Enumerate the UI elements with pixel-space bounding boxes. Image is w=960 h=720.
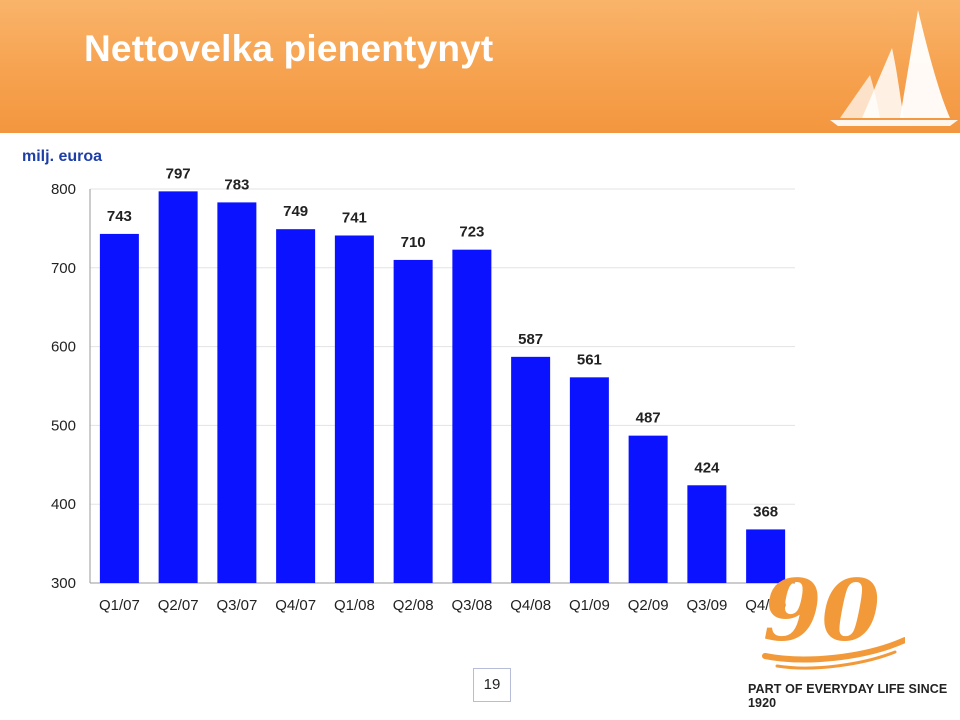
bar <box>334 235 374 583</box>
bar <box>393 259 433 583</box>
data-label: 487 <box>636 410 661 427</box>
x-tick-label: Q2/09 <box>628 597 669 614</box>
data-label: 749 <box>283 203 308 220</box>
x-tick-label: Q4/09 <box>745 597 786 614</box>
data-label: 710 <box>401 234 426 251</box>
data-label: 723 <box>459 224 484 241</box>
data-label: 368 <box>753 503 778 520</box>
y-axis-unit-label: milj. euroa <box>22 148 103 165</box>
logo-mark-text: 90 <box>763 561 880 660</box>
x-tick-label: Q1/08 <box>334 597 375 614</box>
x-tick-label: Q1/09 <box>569 597 610 614</box>
y-tick-label: 400 <box>51 496 76 513</box>
page-number: 19 <box>473 668 511 702</box>
y-tick-label: 600 <box>51 339 76 356</box>
x-tick-label: Q3/09 <box>686 597 727 614</box>
bar <box>687 485 727 583</box>
page-title: Nettovelka pienentynyt <box>84 28 494 69</box>
y-tick-label: 300 <box>51 575 76 592</box>
bar <box>452 249 492 583</box>
bar <box>158 191 198 583</box>
x-tick-label: Q4/08 <box>510 597 551 614</box>
bar <box>569 377 609 583</box>
bar <box>746 529 786 583</box>
y-tick-label: 700 <box>51 260 76 277</box>
y-tick-label: 500 <box>51 417 76 434</box>
data-label: 424 <box>694 459 720 476</box>
x-tick-label: Q4/07 <box>275 597 316 614</box>
x-tick-label: Q2/08 <box>393 597 434 614</box>
sailboat-icon <box>830 10 958 126</box>
bar <box>511 356 551 583</box>
header-banner: Nettovelka pienentynyt <box>0 0 960 133</box>
x-tick-label: Q3/07 <box>216 597 257 614</box>
data-label: 783 <box>224 176 249 193</box>
y-tick-label: 800 <box>51 181 76 198</box>
bar <box>628 435 668 583</box>
x-tick-label: Q2/07 <box>158 597 199 614</box>
data-label: 587 <box>518 331 543 348</box>
data-label: 797 <box>166 165 191 182</box>
x-tick-label: Q1/07 <box>99 597 140 614</box>
bar <box>217 202 257 583</box>
bar <box>276 229 316 584</box>
bar <box>99 233 139 583</box>
footer-tagline: PART OF EVERYDAY LIFE SINCE 1920 <box>748 682 948 710</box>
data-label: 741 <box>342 209 367 226</box>
data-label: 743 <box>107 208 132 225</box>
x-tick-label: Q3/08 <box>451 597 492 614</box>
anniversary-logo-icon: 90 <box>762 561 905 670</box>
data-label: 561 <box>577 351 602 368</box>
